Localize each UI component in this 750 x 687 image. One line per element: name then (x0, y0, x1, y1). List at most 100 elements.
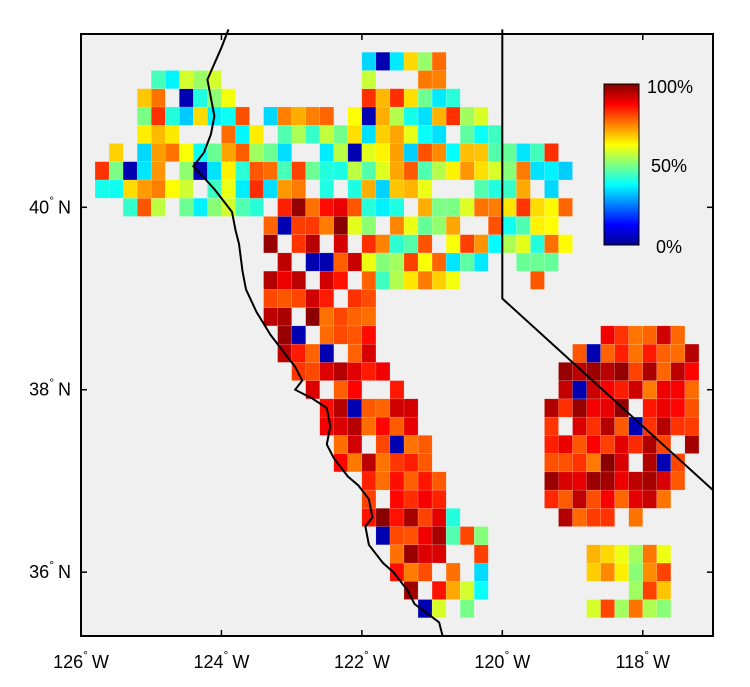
grid-cell (403, 526, 419, 546)
grid-cell (488, 161, 503, 181)
grid-cell (249, 124, 264, 144)
grid-cell (656, 581, 672, 600)
grid-cell (459, 161, 475, 181)
grid-cell (207, 143, 222, 162)
grid-cell (572, 453, 587, 473)
grid-cell (670, 416, 686, 436)
grid-cell (614, 489, 629, 509)
grid-cell (417, 106, 433, 126)
grid-cell (431, 124, 447, 144)
grid-cell (628, 343, 644, 363)
grid-cell (136, 106, 152, 126)
grid-cell (389, 398, 405, 418)
grid-cell (165, 106, 180, 126)
grid-cell (642, 471, 658, 491)
grid-cell (473, 526, 489, 546)
grid-cell (684, 362, 700, 381)
grid-cell (586, 544, 601, 564)
grid-cell (558, 453, 573, 473)
grid-cell (263, 234, 278, 254)
grid-cell (165, 143, 180, 162)
grid-cell (431, 106, 447, 126)
grid-cell (445, 270, 461, 290)
grid-cell (389, 124, 405, 144)
grid-cell (516, 161, 531, 181)
grid-cell (319, 325, 335, 345)
grid-cell (235, 179, 250, 199)
grid-cell (544, 197, 559, 217)
grid-cell (530, 252, 545, 272)
grid-cell (347, 289, 363, 308)
grid-cell (108, 143, 124, 162)
grid-cell (277, 307, 292, 327)
grid-cell (179, 88, 194, 108)
grid-cell (670, 343, 686, 363)
grid-cell (417, 124, 433, 144)
grid-cell (516, 197, 531, 217)
grid-cell (628, 489, 644, 509)
grid-cell (305, 106, 320, 126)
grid-cell (403, 161, 419, 181)
grid-cell (389, 270, 405, 290)
grid-cell (544, 416, 559, 436)
grid-cell (375, 435, 391, 454)
grid-cell (277, 106, 292, 126)
grid-cell (614, 362, 629, 381)
grid-cell (417, 562, 433, 582)
grid-cell (319, 270, 335, 290)
grid-cell (670, 398, 686, 418)
map-frame (80, 33, 714, 637)
grid-cell (136, 161, 152, 181)
grid-cell (389, 435, 405, 454)
grid-cell (291, 124, 306, 144)
grid-cell (502, 143, 517, 162)
grid-cell (347, 343, 363, 363)
grid-cell (221, 161, 236, 181)
grid-cell (544, 143, 559, 162)
grid-cell (263, 270, 278, 290)
grid-cell (600, 362, 615, 381)
grid-cell (586, 471, 601, 491)
grid-cell (614, 471, 629, 491)
grid-cell (684, 416, 700, 436)
grid-cell (403, 270, 419, 290)
grid-cell (656, 416, 672, 436)
grid-cell (586, 380, 601, 400)
grid-cell (389, 88, 405, 108)
grid-cell (235, 143, 250, 162)
x-axis-ticks: 126° W 124° W 122° W 120° W 118° W (53, 34, 670, 672)
grid-cell (530, 143, 545, 162)
grid-cell (586, 453, 601, 473)
grid-cell (375, 252, 391, 272)
grid-cell (459, 252, 475, 272)
grid-cell (389, 234, 405, 254)
grid-cell (502, 216, 517, 235)
grid-cell (684, 435, 700, 454)
grid-cell (263, 289, 278, 308)
grid-cell (417, 526, 433, 546)
grid-cell (375, 197, 391, 217)
grid-cell (431, 599, 447, 619)
grid-cell (150, 70, 166, 89)
grid-cell (628, 435, 644, 454)
grid-cell (656, 362, 672, 381)
grid-cell (431, 270, 447, 290)
grid-cell (277, 216, 292, 235)
grid-cell (277, 197, 292, 217)
california-nevada-border (501, 29, 714, 491)
grid-cell (544, 435, 559, 454)
grid-cell (333, 216, 349, 235)
grid-cell (263, 216, 278, 235)
grid-cell (319, 252, 335, 272)
grid-cell (347, 124, 363, 144)
grid-cell (361, 216, 377, 235)
grid-cell (431, 489, 447, 509)
grid-cell (361, 179, 377, 199)
grid-cell (389, 143, 405, 162)
grid-cell (670, 380, 686, 400)
grid-cell (558, 398, 573, 418)
grid-cell (263, 161, 278, 181)
grid-cell (361, 307, 377, 327)
grid-cell (347, 106, 363, 126)
grid-cell (516, 234, 531, 254)
